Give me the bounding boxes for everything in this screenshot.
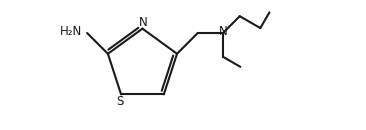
Text: N: N (139, 16, 147, 29)
Text: S: S (116, 95, 123, 108)
Text: H₂N: H₂N (60, 25, 82, 38)
Text: N: N (219, 25, 227, 38)
